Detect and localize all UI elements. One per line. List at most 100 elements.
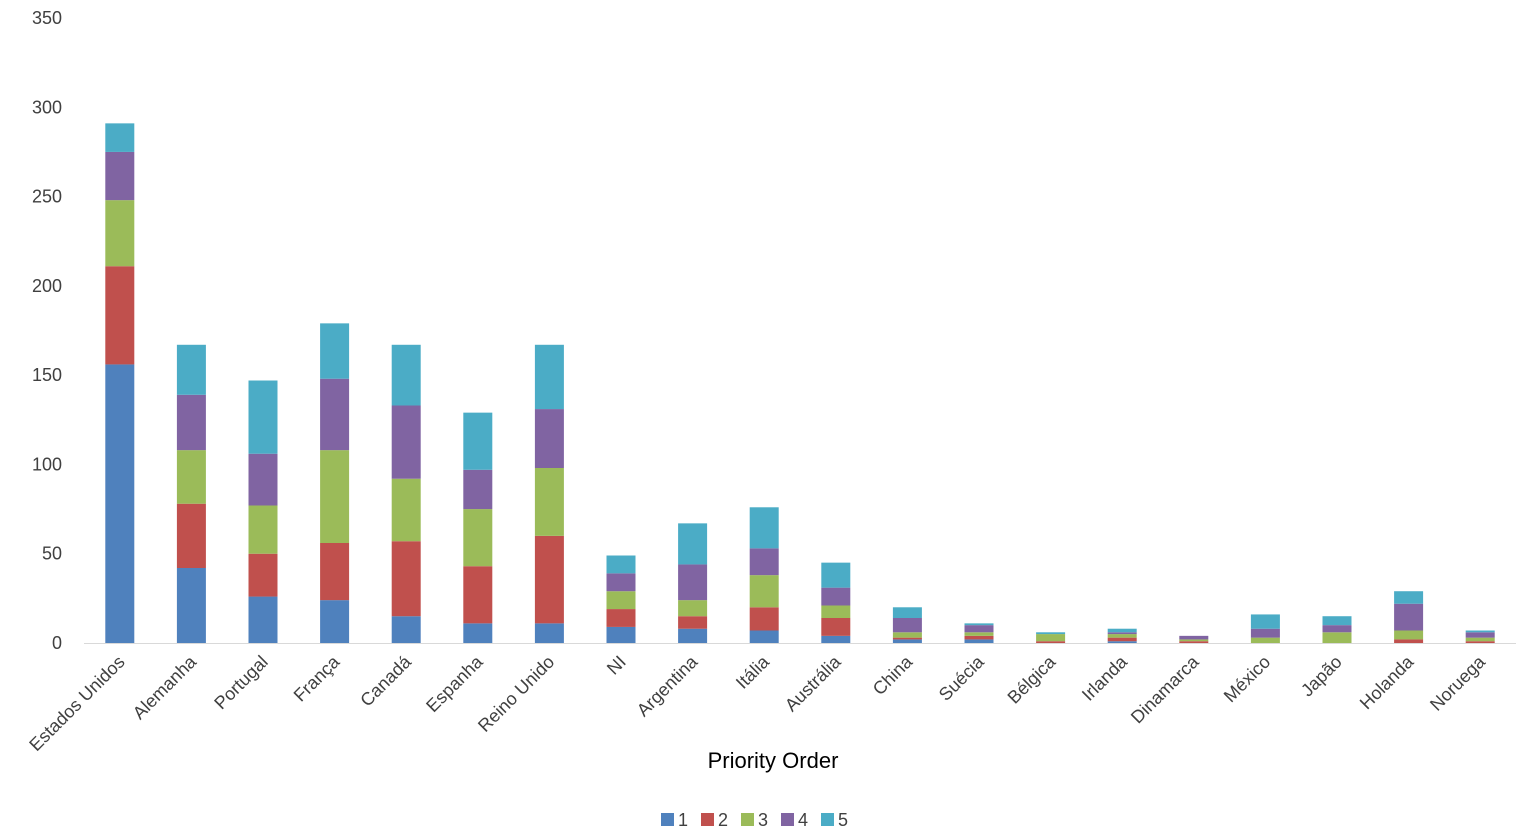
bar-segment-series-1 xyxy=(391,616,421,643)
x-category-label: Holanda xyxy=(1356,651,1418,713)
x-category-label: Itália xyxy=(732,651,774,693)
bar-segment-series-2 xyxy=(248,553,278,597)
bar-segment-series-3 xyxy=(248,505,278,554)
bar-segment-series-5 xyxy=(463,412,493,470)
x-category-label: Portugal xyxy=(210,652,272,714)
bar-segment-series-5 xyxy=(1036,632,1066,635)
bar-segment-series-2 xyxy=(606,609,636,627)
bar-segment-series-4 xyxy=(105,151,135,201)
bar-stack xyxy=(1107,628,1137,643)
bar-stack xyxy=(1465,630,1495,643)
bar-stack xyxy=(1250,614,1280,643)
x-category-label: Alemanha xyxy=(129,651,201,723)
bar-segment-series-4 xyxy=(1322,625,1352,633)
bar-segment-series-2 xyxy=(320,543,350,601)
bar-segment-series-5 xyxy=(1394,591,1424,604)
bar-stack xyxy=(248,380,278,643)
bar-segment-series-2 xyxy=(391,541,421,617)
bar-segment-series-1 xyxy=(534,623,564,643)
bar-segment-series-1 xyxy=(463,623,493,643)
x-axis-title: Priority Order xyxy=(708,748,839,773)
legend-item: 5 xyxy=(821,810,848,830)
bar-segment-series-3 xyxy=(821,605,851,618)
bar-segment-series-5 xyxy=(606,555,636,574)
bar-segment-series-2 xyxy=(749,607,779,631)
y-axis: 0 50 100 150 200 250 300 350 xyxy=(32,8,62,653)
bar-segment-series-2 xyxy=(1107,637,1137,642)
legend-label: 1 xyxy=(678,810,688,830)
bar-segment-series-2 xyxy=(964,635,994,640)
bar-segment-series-3 xyxy=(1036,634,1066,642)
bar-segment-series-3 xyxy=(1322,632,1352,643)
bar-stack xyxy=(534,344,564,643)
y-tick-label: 0 xyxy=(52,633,62,653)
bar-segment-series-1 xyxy=(678,628,708,643)
legend-swatch xyxy=(781,813,794,826)
bar-segment-series-5 xyxy=(892,607,922,618)
bar-segment-series-5 xyxy=(176,344,206,395)
x-category-label: Argentina xyxy=(633,651,702,720)
legend: 1 2 3 4 5 xyxy=(661,810,848,830)
bars-area xyxy=(105,123,1495,643)
x-category-label: França xyxy=(290,651,344,705)
bar-segment-series-4 xyxy=(463,469,493,510)
bar-segment-series-3 xyxy=(176,450,206,504)
bar-segment-series-3 xyxy=(391,478,421,542)
bar-segment-series-5 xyxy=(248,380,278,454)
bar-segment-series-5 xyxy=(678,523,708,565)
legend-item: 3 xyxy=(741,810,768,830)
bar-segment-series-2 xyxy=(1036,641,1066,643)
legend-label: 2 xyxy=(718,810,728,830)
bar-stack xyxy=(105,123,135,643)
bar-segment-series-4 xyxy=(1107,632,1137,635)
bar-segment-series-3 xyxy=(1394,630,1424,640)
legend-swatch xyxy=(741,813,754,826)
bar-segment-series-1 xyxy=(176,568,206,643)
bar-stack xyxy=(176,344,206,643)
bar-segment-series-3 xyxy=(964,632,994,636)
x-category-label: México xyxy=(1220,652,1274,706)
bar-stack xyxy=(964,623,994,643)
bar-stack xyxy=(1179,635,1209,643)
bar-segment-series-3 xyxy=(1179,639,1209,642)
bar-segment-series-3 xyxy=(1250,637,1280,643)
bar-stack xyxy=(391,344,421,643)
bar-segment-series-4 xyxy=(1465,632,1495,638)
bar-segment-series-3 xyxy=(606,591,636,610)
bar-segment-series-1 xyxy=(821,635,851,643)
bar-segment-series-2 xyxy=(892,637,922,640)
bar-segment-series-1 xyxy=(105,364,135,643)
legend-swatch xyxy=(661,813,674,826)
bar-segment-series-5 xyxy=(1322,616,1352,626)
bar-segment-series-4 xyxy=(606,573,636,592)
x-category-label: Austrália xyxy=(781,651,845,715)
bar-segment-series-2 xyxy=(176,503,206,568)
bar-segment-series-2 xyxy=(1465,641,1495,643)
legend-item: 2 xyxy=(701,810,728,830)
bar-stack xyxy=(678,523,708,643)
bar-segment-series-5 xyxy=(964,623,994,626)
legend-item: 1 xyxy=(661,810,688,830)
bar-segment-series-4 xyxy=(749,548,779,576)
bar-segment-series-2 xyxy=(1179,641,1209,643)
legend-label: 4 xyxy=(798,810,808,830)
bar-segment-series-5 xyxy=(1250,614,1280,629)
bar-segment-series-3 xyxy=(320,450,350,543)
x-category-label: Canadá xyxy=(356,651,415,710)
bar-stack xyxy=(320,323,350,643)
bar-segment-series-4 xyxy=(678,564,708,601)
x-category-label: Bélgica xyxy=(1004,651,1061,708)
bar-segment-series-5 xyxy=(1465,630,1495,633)
x-category-label: NI xyxy=(603,652,630,679)
bar-segment-series-4 xyxy=(176,394,206,451)
bar-segment-series-2 xyxy=(463,566,493,624)
x-category-label: Estados Unidos xyxy=(25,652,128,755)
bar-segment-series-3 xyxy=(1107,634,1137,638)
bar-segment-series-3 xyxy=(892,632,922,638)
bar-segment-series-1 xyxy=(749,630,779,643)
bar-segment-series-5 xyxy=(391,344,421,406)
x-category-label: Japão xyxy=(1297,652,1346,701)
bar-segment-series-3 xyxy=(749,575,779,608)
bar-segment-series-5 xyxy=(105,123,135,152)
bar-segment-series-4 xyxy=(821,587,851,606)
